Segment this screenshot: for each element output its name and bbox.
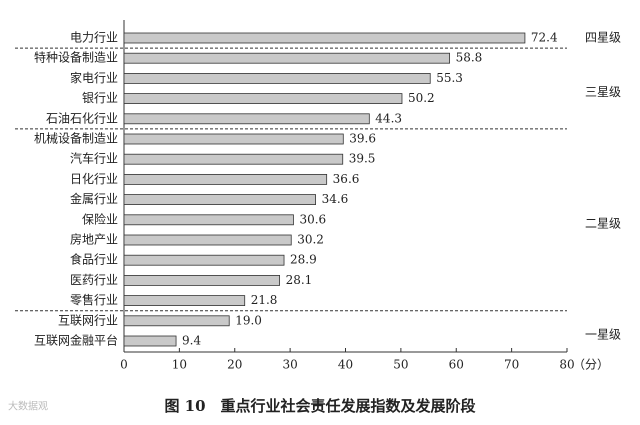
y-tick-label: 医药行业 <box>70 273 118 287</box>
y-tick-label: 房地产业 <box>70 232 118 247</box>
value-label: 58.8 <box>456 51 483 65</box>
value-label: 21.8 <box>251 293 278 307</box>
y-tick-label: 特种设备制造业 <box>34 50 118 65</box>
x-tick-label: 60 <box>449 358 464 372</box>
x-tick-label: 20 <box>227 358 242 372</box>
value-label: 30.6 <box>299 212 326 226</box>
x-tick-label: 40 <box>338 358 353 372</box>
x-tick-label: 70 <box>504 358 519 372</box>
bar <box>123 133 344 145</box>
bar <box>123 32 526 44</box>
x-tick-label: 80 <box>559 358 574 372</box>
group-label: 三星级 <box>585 85 621 99</box>
value-label: 55.3 <box>436 71 463 85</box>
bar <box>123 52 451 64</box>
y-tick-label: 保险业 <box>82 211 118 226</box>
bar <box>123 234 292 246</box>
x-tick-label: 0 <box>120 358 128 372</box>
value-label: 72.4 <box>531 31 558 45</box>
y-tick-label: 机械设备制造业 <box>34 131 118 146</box>
y-tick-label: 日化行业 <box>70 172 118 186</box>
value-label: 36.6 <box>333 172 360 186</box>
value-label: 34.6 <box>322 192 349 206</box>
value-label: 19.0 <box>235 313 262 327</box>
y-tick-label: 家电行业 <box>70 70 118 85</box>
y-tick-label: 石油石化行业 <box>46 111 118 125</box>
group-label: 四星级 <box>585 31 621 45</box>
x-axis-label: （分） <box>573 358 609 372</box>
y-tick-label: 零售行业 <box>70 292 118 307</box>
value-label: 9.4 <box>182 334 201 348</box>
y-tick-label: 食品行业 <box>70 252 118 267</box>
value-label: 39.6 <box>349 132 376 146</box>
bar <box>123 73 431 84</box>
x-tick-label: 50 <box>393 358 408 372</box>
watermark: 大数据观 <box>8 400 48 413</box>
value-label: 30.2 <box>297 233 324 247</box>
y-tick-label: 互联网金融平台 <box>34 333 118 348</box>
group-label: 二星级 <box>585 216 621 230</box>
value-label: 28.1 <box>286 273 313 287</box>
value-label: 39.5 <box>349 152 376 166</box>
x-tick-label: 30 <box>282 358 297 372</box>
y-tick-label: 电力行业 <box>70 31 118 45</box>
y-tick-label: 汽车行业 <box>70 151 118 166</box>
bar <box>123 335 177 347</box>
bar <box>123 315 230 327</box>
group-label: 一星级 <box>585 327 621 341</box>
bar <box>123 173 328 185</box>
bar <box>123 113 370 125</box>
bar <box>123 254 285 266</box>
x-tick-label: 10 <box>172 358 187 372</box>
y-tick-label: 银行业 <box>82 91 118 105</box>
y-tick-label: 互联网行业 <box>58 313 118 327</box>
chart-caption: 图 10 重点行业社会责任发展指数及发展阶段 <box>164 397 475 415</box>
bar <box>123 274 281 286</box>
value-label: 44.3 <box>375 111 402 125</box>
value-label: 50.2 <box>408 91 435 105</box>
bar <box>123 153 344 165</box>
y-tick-label: 金属行业 <box>70 191 118 206</box>
bar <box>123 295 246 307</box>
bar <box>123 214 294 226</box>
bar <box>123 93 403 104</box>
value-label: 28.9 <box>290 253 317 267</box>
bar <box>123 194 316 206</box>
